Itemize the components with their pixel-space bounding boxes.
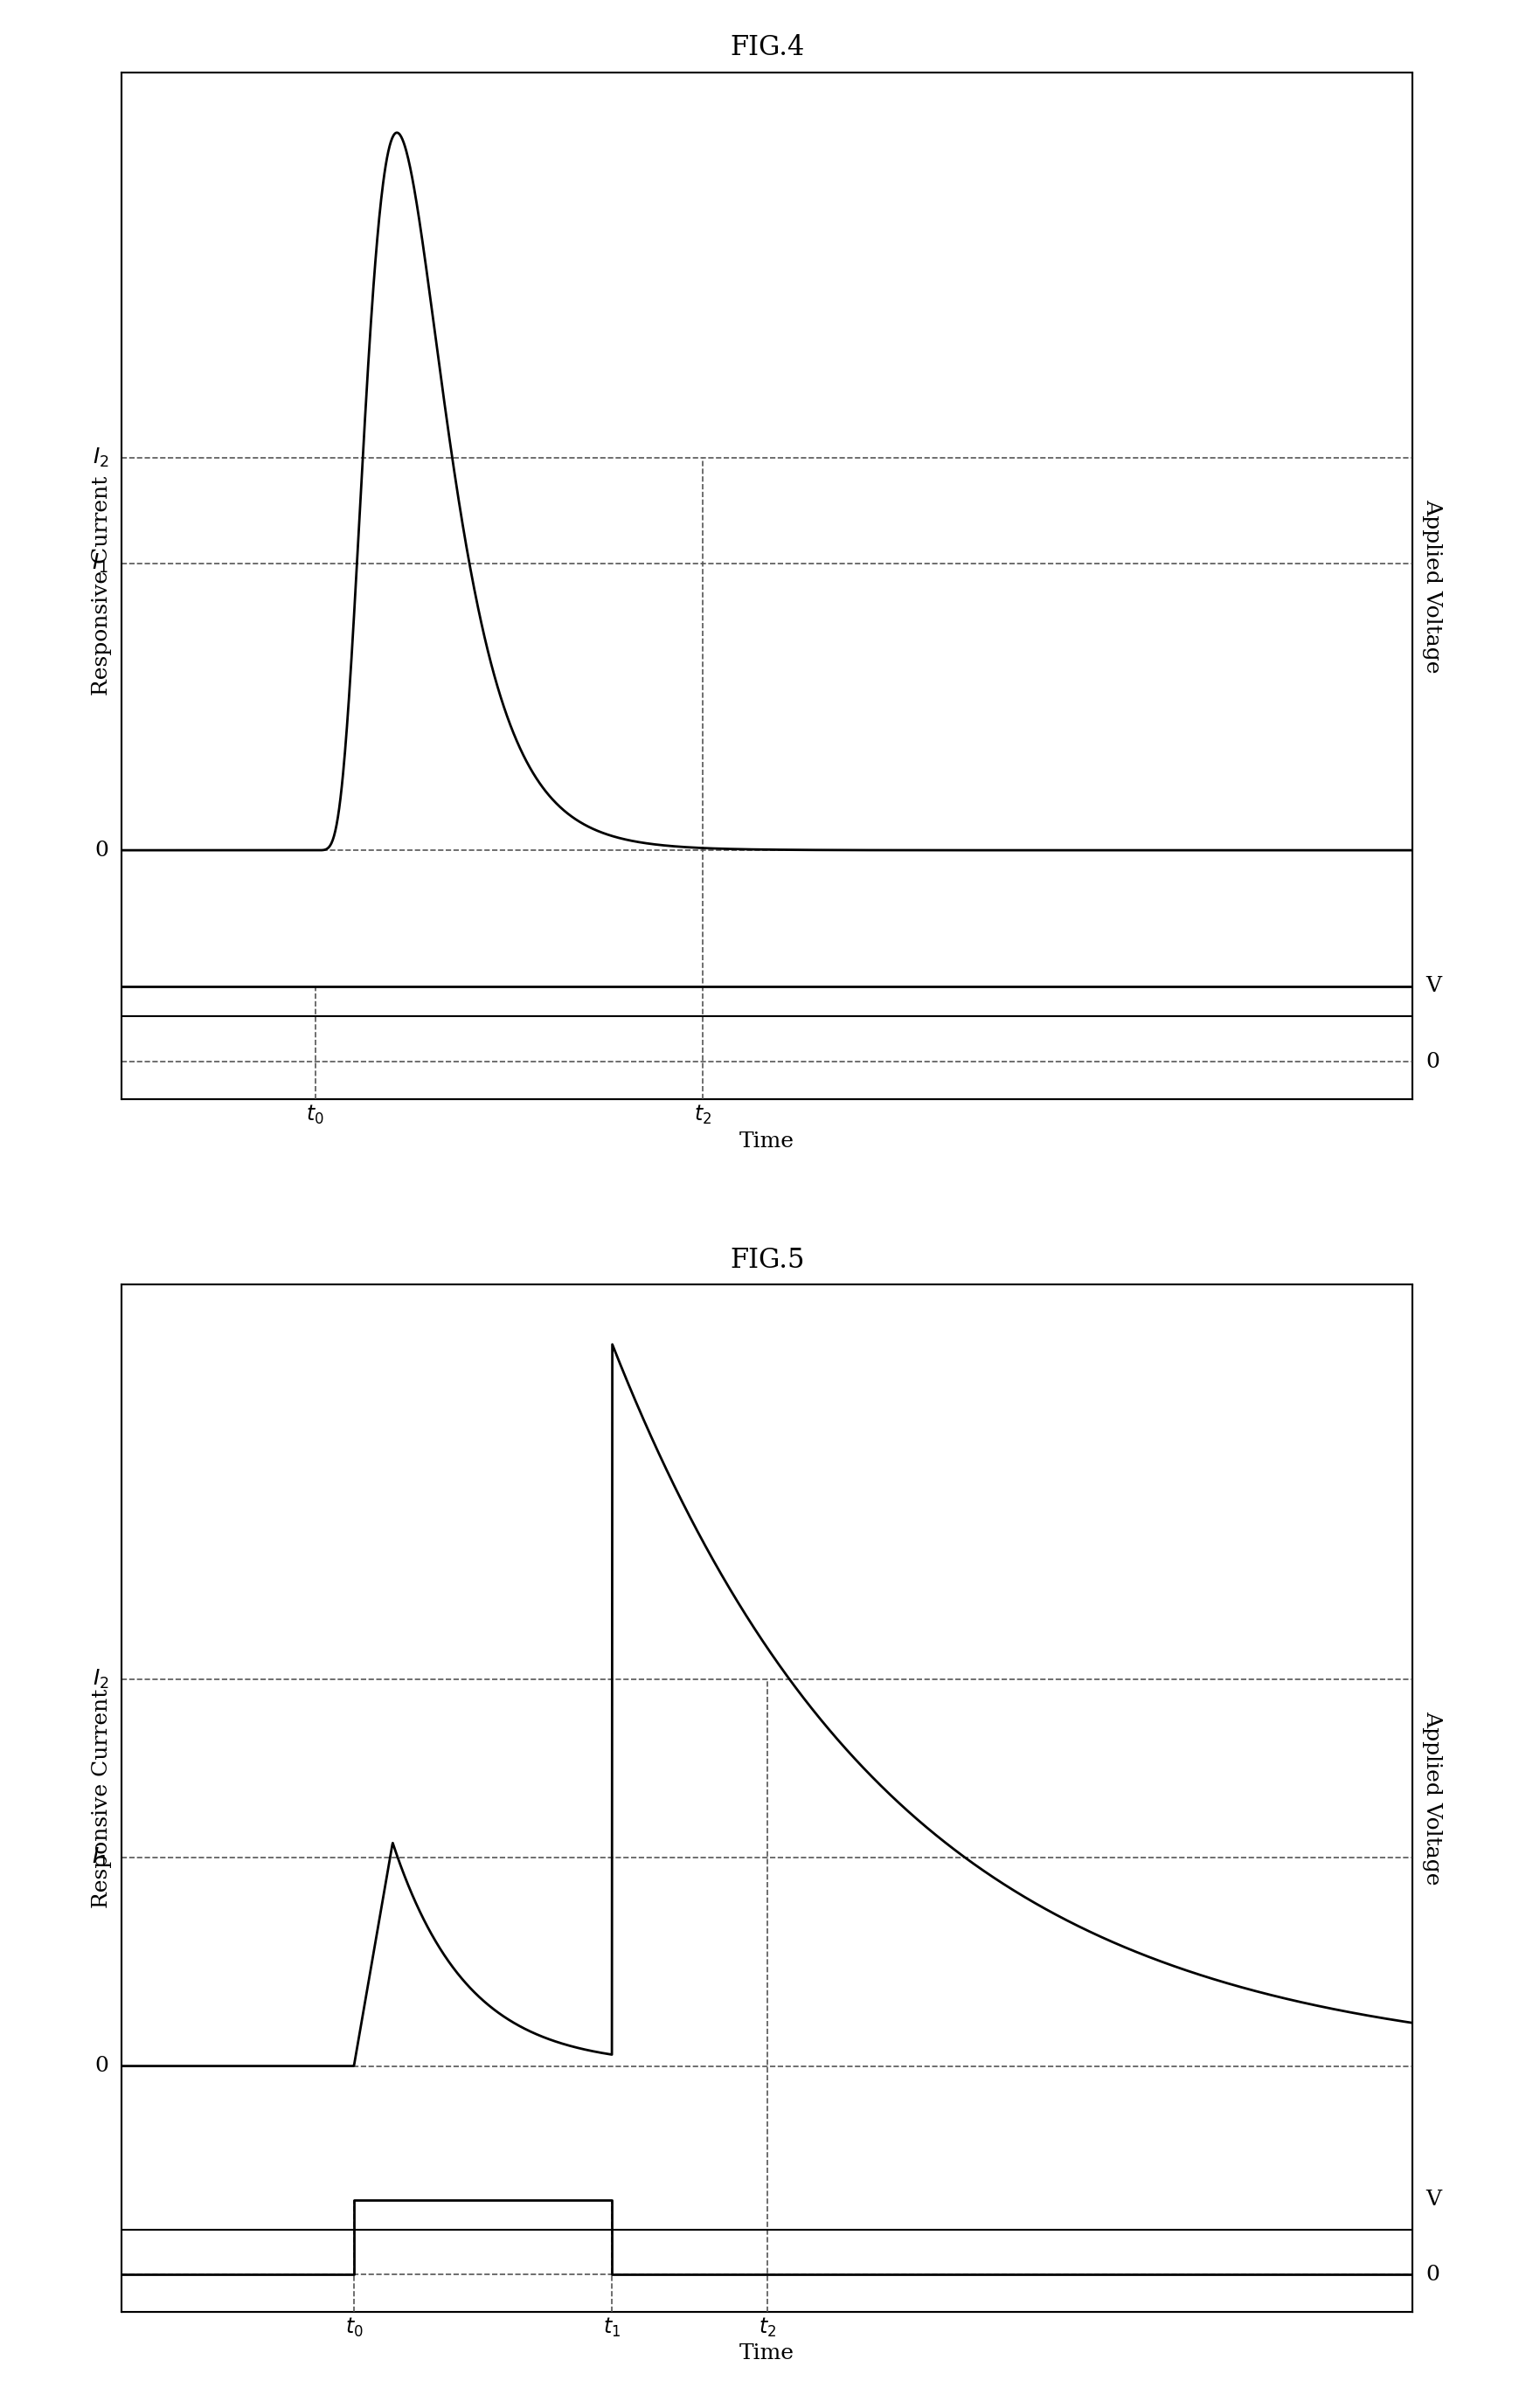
Y-axis label: Applied Voltage: Applied Voltage (1422, 498, 1443, 672)
Y-axis label: Responsive Current: Responsive Current (91, 1688, 112, 1907)
Text: 0: 0 (94, 2056, 109, 2076)
Text: 0: 0 (1425, 1052, 1440, 1072)
X-axis label: Time: Time (740, 2343, 794, 2365)
Title: FIG.4: FIG.4 (729, 34, 805, 60)
Y-axis label: Responsive Current: Responsive Current (91, 477, 112, 696)
Text: $I_2$: $I_2$ (93, 445, 109, 470)
Y-axis label: Applied Voltage: Applied Voltage (1422, 1712, 1443, 1885)
Text: 0: 0 (94, 840, 109, 860)
Text: $I_1$: $I_1$ (93, 1847, 109, 1869)
X-axis label: Time: Time (740, 1132, 794, 1151)
Text: V: V (1425, 2189, 1442, 2211)
Title: FIG.5: FIG.5 (729, 1247, 805, 1274)
Text: V: V (1425, 975, 1442, 997)
Text: 0: 0 (1425, 2264, 1440, 2285)
Text: $I_2$: $I_2$ (93, 1666, 109, 1690)
Text: $I_1$: $I_1$ (93, 551, 109, 576)
